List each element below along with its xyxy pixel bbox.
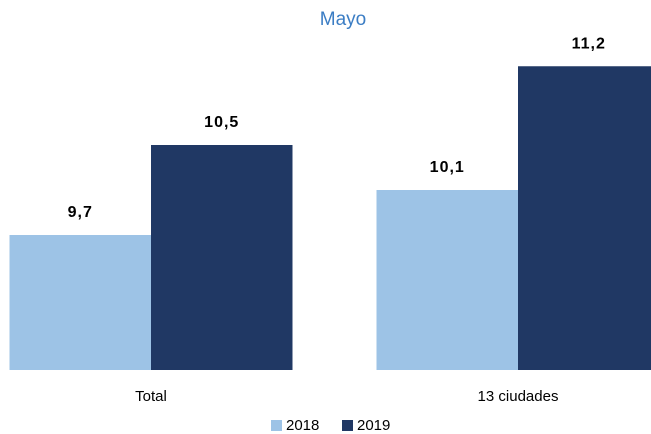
x-tick-label: 13 ciudades bbox=[478, 388, 559, 405]
legend-label: 2018 bbox=[286, 417, 319, 434]
legend-swatch bbox=[271, 420, 282, 431]
data-label: 10,5 bbox=[204, 114, 239, 131]
legend-swatch bbox=[342, 420, 353, 431]
bar bbox=[376, 190, 518, 370]
data-label: 9,7 bbox=[68, 204, 93, 221]
legend-label: 2019 bbox=[357, 417, 390, 434]
x-tick-label: Total bbox=[135, 388, 167, 405]
bar bbox=[151, 145, 293, 370]
data-label: 11,2 bbox=[572, 35, 606, 52]
chart-subtitle: Mayo bbox=[320, 9, 366, 30]
data-label: 10,1 bbox=[430, 159, 465, 176]
bar bbox=[518, 66, 651, 370]
bar bbox=[9, 235, 151, 370]
